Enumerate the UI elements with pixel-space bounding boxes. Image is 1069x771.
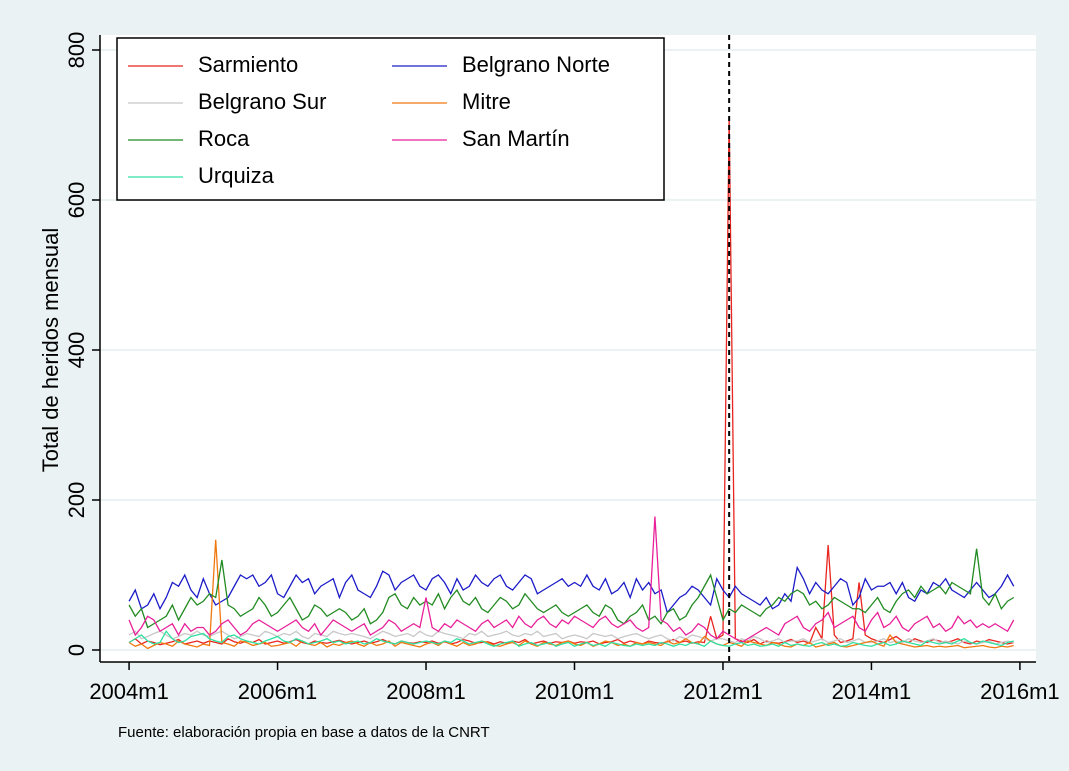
legend-box (116, 37, 665, 201)
y-tick-label: 600 (64, 182, 89, 219)
y-tick-label: 400 (64, 332, 89, 369)
legend-label: Belgrano Norte (462, 52, 610, 77)
legend-label: Mitre (462, 89, 511, 114)
series-line (128, 548, 1015, 629)
legend-label: Urquiza (198, 163, 275, 188)
series-line (128, 630, 1014, 647)
lines (128, 35, 1015, 662)
legend-label: Sarmiento (198, 52, 298, 77)
series-line (128, 516, 1015, 644)
x-tick-label: 2004m1 (89, 679, 169, 704)
series-line (128, 565, 1015, 614)
legend-label: San Martín (462, 126, 570, 151)
axes: 0 200 400 600 800 2004m1 2006m1 2008m1 2010m1 201… (64, 32, 1060, 704)
series-line (128, 539, 1014, 650)
x-tick-label: 2016m1 (980, 679, 1060, 704)
x-tick-label: 2010m1 (535, 679, 615, 704)
legend: Sarmiento Belgrano Norte Belgrano Sur Mitre… (116, 37, 665, 201)
source-note: Fuente: elaboración propia en base a dat… (118, 724, 490, 741)
x-tick-label: 2008m1 (386, 679, 466, 704)
legend-label: Belgrano Sur (198, 89, 326, 114)
x-tick-label: 2006m1 (238, 679, 318, 704)
legend-label: Roca (198, 126, 250, 151)
x-tick-label: 2012m1 (683, 679, 763, 704)
y-tick-label: 200 (64, 482, 89, 519)
y-tick-label: 800 (64, 32, 89, 69)
y-axis-title: Total de heridos mensual (38, 228, 63, 473)
y-tick-label: 0 (64, 644, 89, 656)
x-tick-label: 2014m1 (832, 679, 912, 704)
